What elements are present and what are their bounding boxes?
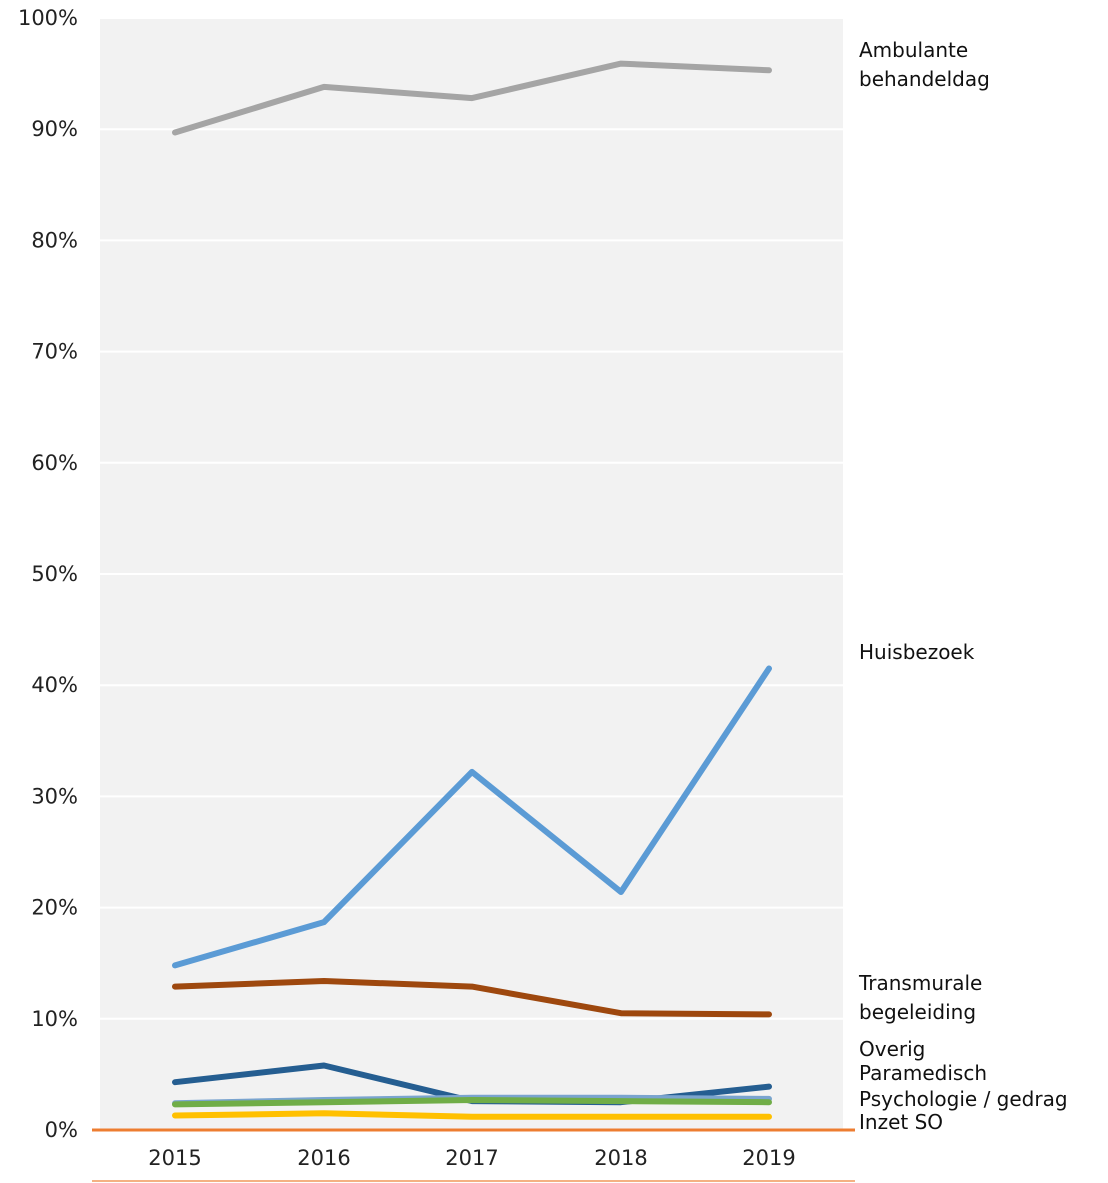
y-tick-label: 30%	[31, 784, 78, 808]
series-line-psychologie-gedrag	[172, 1097, 772, 1108]
y-axis-ticks: 0% 10% 20% 30% 40% 50% 60% 70% 80% 90% 100%	[18, 6, 78, 1142]
series-label-huisbezoek: Huisbezoek	[859, 640, 975, 664]
y-tick-label: 80%	[31, 228, 78, 252]
x-axis-ticks: 2015 2016 2017 2018 2019	[148, 1146, 795, 1170]
series-line-transmurale-begeleiding	[172, 978, 772, 1018]
x-tick-label: 2018	[594, 1146, 647, 1170]
series-lines	[172, 60, 772, 1120]
series-label-psychologie-gedrag: Psychologie / gedrag	[859, 1087, 1068, 1111]
series-label-overig: Overig	[859, 1037, 925, 1061]
series-label-ambulante-behandeldag: Ambulante behandeldag	[859, 38, 990, 91]
x-tick-label: 2015	[148, 1146, 201, 1170]
y-tick-label: 50%	[31, 562, 78, 586]
y-tick-label: 90%	[31, 117, 78, 141]
y-tick-label: 20%	[31, 896, 78, 920]
series-label-inzet-so: Inzet SO	[859, 1110, 943, 1134]
y-tick-label: 0%	[45, 1118, 78, 1142]
series-label-paramedisch: Paramedisch	[859, 1061, 987, 1085]
y-tick-label: 60%	[31, 451, 78, 475]
y-tick-label: 40%	[31, 673, 78, 697]
gridlines	[100, 17, 843, 1020]
y-tick-label: 100%	[18, 6, 78, 30]
y-tick-label: 10%	[31, 1007, 78, 1031]
y-tick-label: 70%	[31, 340, 78, 364]
x-tick-label: 2017	[445, 1146, 498, 1170]
series-line-ambulante-behandeldag	[172, 60, 772, 136]
series-line-huisbezoek	[172, 665, 772, 969]
x-tick-label: 2019	[742, 1146, 795, 1170]
x-tick-label: 2016	[297, 1146, 350, 1170]
series-labels: Ambulante behandeldag Huisbezoek Transmural…	[858, 38, 1068, 1134]
series-label-transmurale-begeleiding: Transmurale begeleiding	[858, 971, 982, 1024]
series-line-inzet-so	[172, 1110, 772, 1120]
